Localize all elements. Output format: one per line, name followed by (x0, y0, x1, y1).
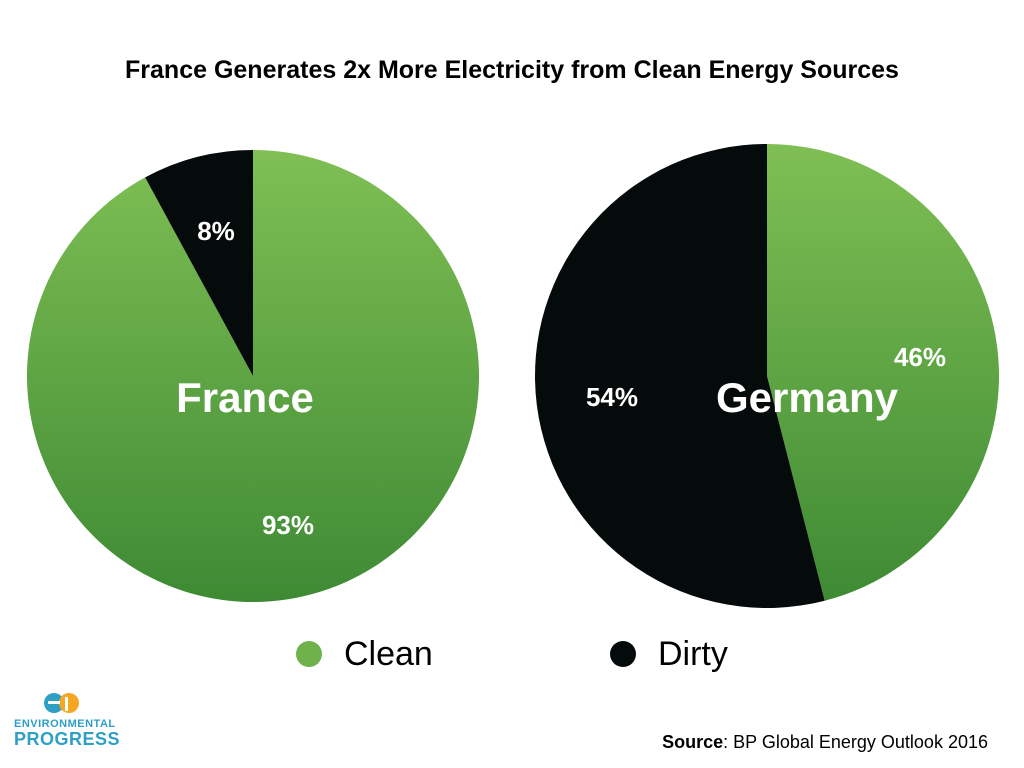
pie-slice-france-dirty (145, 150, 253, 376)
legend-item-dirty: Dirty (610, 632, 728, 676)
legend-item-clean: Clean (296, 632, 433, 676)
logo-text-progress: PROGRESS (14, 729, 121, 749)
pie-chart-germany: 46% 54% Germany (534, 144, 999, 608)
legend-swatch-dirty (610, 641, 636, 667)
data-label-germany-clean: 46% (894, 342, 946, 372)
environmental-progress-logo: ENVIRONMENTAL PROGRESS (14, 692, 121, 749)
data-label-germany-dirty: 54% (586, 382, 638, 412)
legend-label-dirty: Dirty (658, 634, 728, 673)
pie-slice-germany-clean (767, 144, 999, 601)
data-label-france-dirty: 8% (197, 216, 235, 246)
pie-name-france: France (176, 374, 314, 421)
pie-slice-germany-dirty (534, 144, 825, 608)
legend-swatch-clean (296, 641, 322, 667)
pie-chart-france: 93% 8% France (26, 150, 479, 602)
logo-text-environmental: ENVIRONMENTAL (14, 718, 116, 730)
source-label: Source (662, 732, 724, 752)
source-text: : BP Global Energy Outlook 2016 (723, 732, 988, 752)
legend-label-clean: Clean (344, 634, 433, 673)
data-label-france-clean: 93% (262, 510, 314, 540)
chart-title: France Generates 2x More Electricity fro… (125, 56, 899, 84)
pie-slice-france-clean (26, 150, 479, 602)
pie-name-germany: Germany (716, 374, 899, 421)
source-note: Source: BP Global Energy Outlook 2016 (662, 732, 988, 753)
ep-logo-icon (44, 693, 79, 713)
